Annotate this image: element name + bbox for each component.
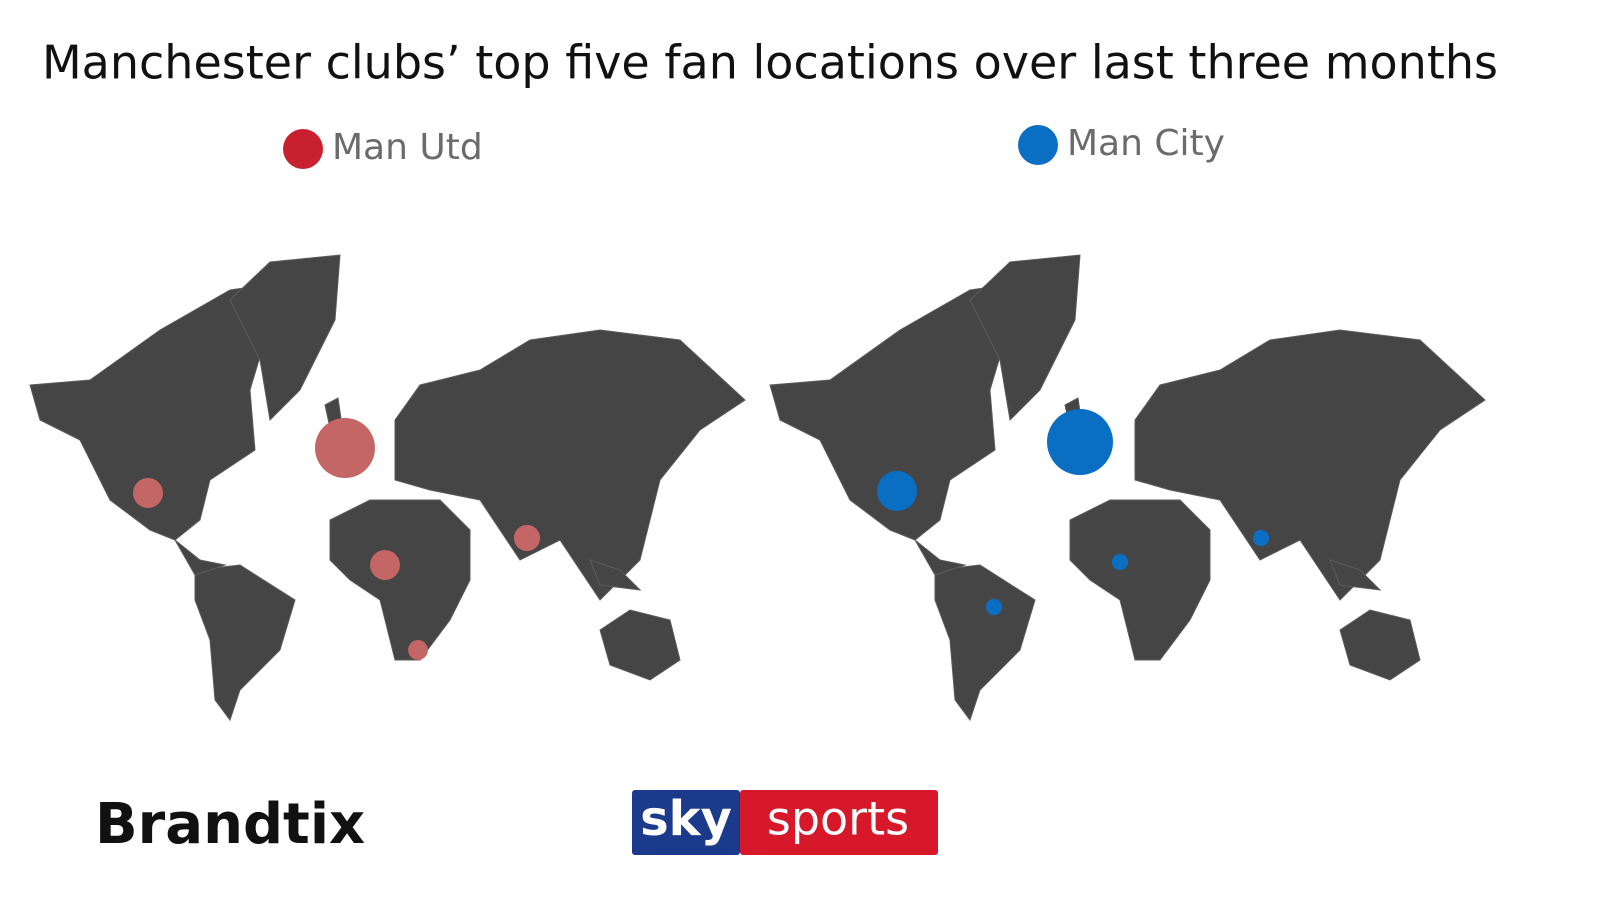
fan-bubble xyxy=(876,470,918,512)
legend-swatch xyxy=(1018,125,1058,165)
brandtix-text: Brandtix xyxy=(95,792,365,857)
legend-label: Man City xyxy=(1067,123,1225,164)
sky-text: sky xyxy=(640,791,732,847)
title: Manchester clubs’ top five fan locations… xyxy=(42,36,1498,90)
fan-bubble xyxy=(1252,529,1270,547)
fan-bubble xyxy=(408,640,428,660)
legend-label: Man Utd xyxy=(332,127,483,168)
fan-bubble xyxy=(1047,409,1113,475)
sky-sports-logo: sky sports xyxy=(632,790,938,855)
sports-panel xyxy=(740,790,938,855)
fan-bubble xyxy=(985,598,1003,616)
fan-bubble xyxy=(315,418,375,478)
fan-bubble xyxy=(370,550,400,580)
fan-bubble xyxy=(513,524,541,552)
legend-swatch xyxy=(283,129,323,169)
fan-bubble xyxy=(1111,553,1129,571)
sky-panel xyxy=(632,790,740,855)
brandtix-logo: Brandtix xyxy=(95,792,365,857)
sports-text: sports xyxy=(767,792,909,846)
fan-bubble xyxy=(133,478,163,508)
